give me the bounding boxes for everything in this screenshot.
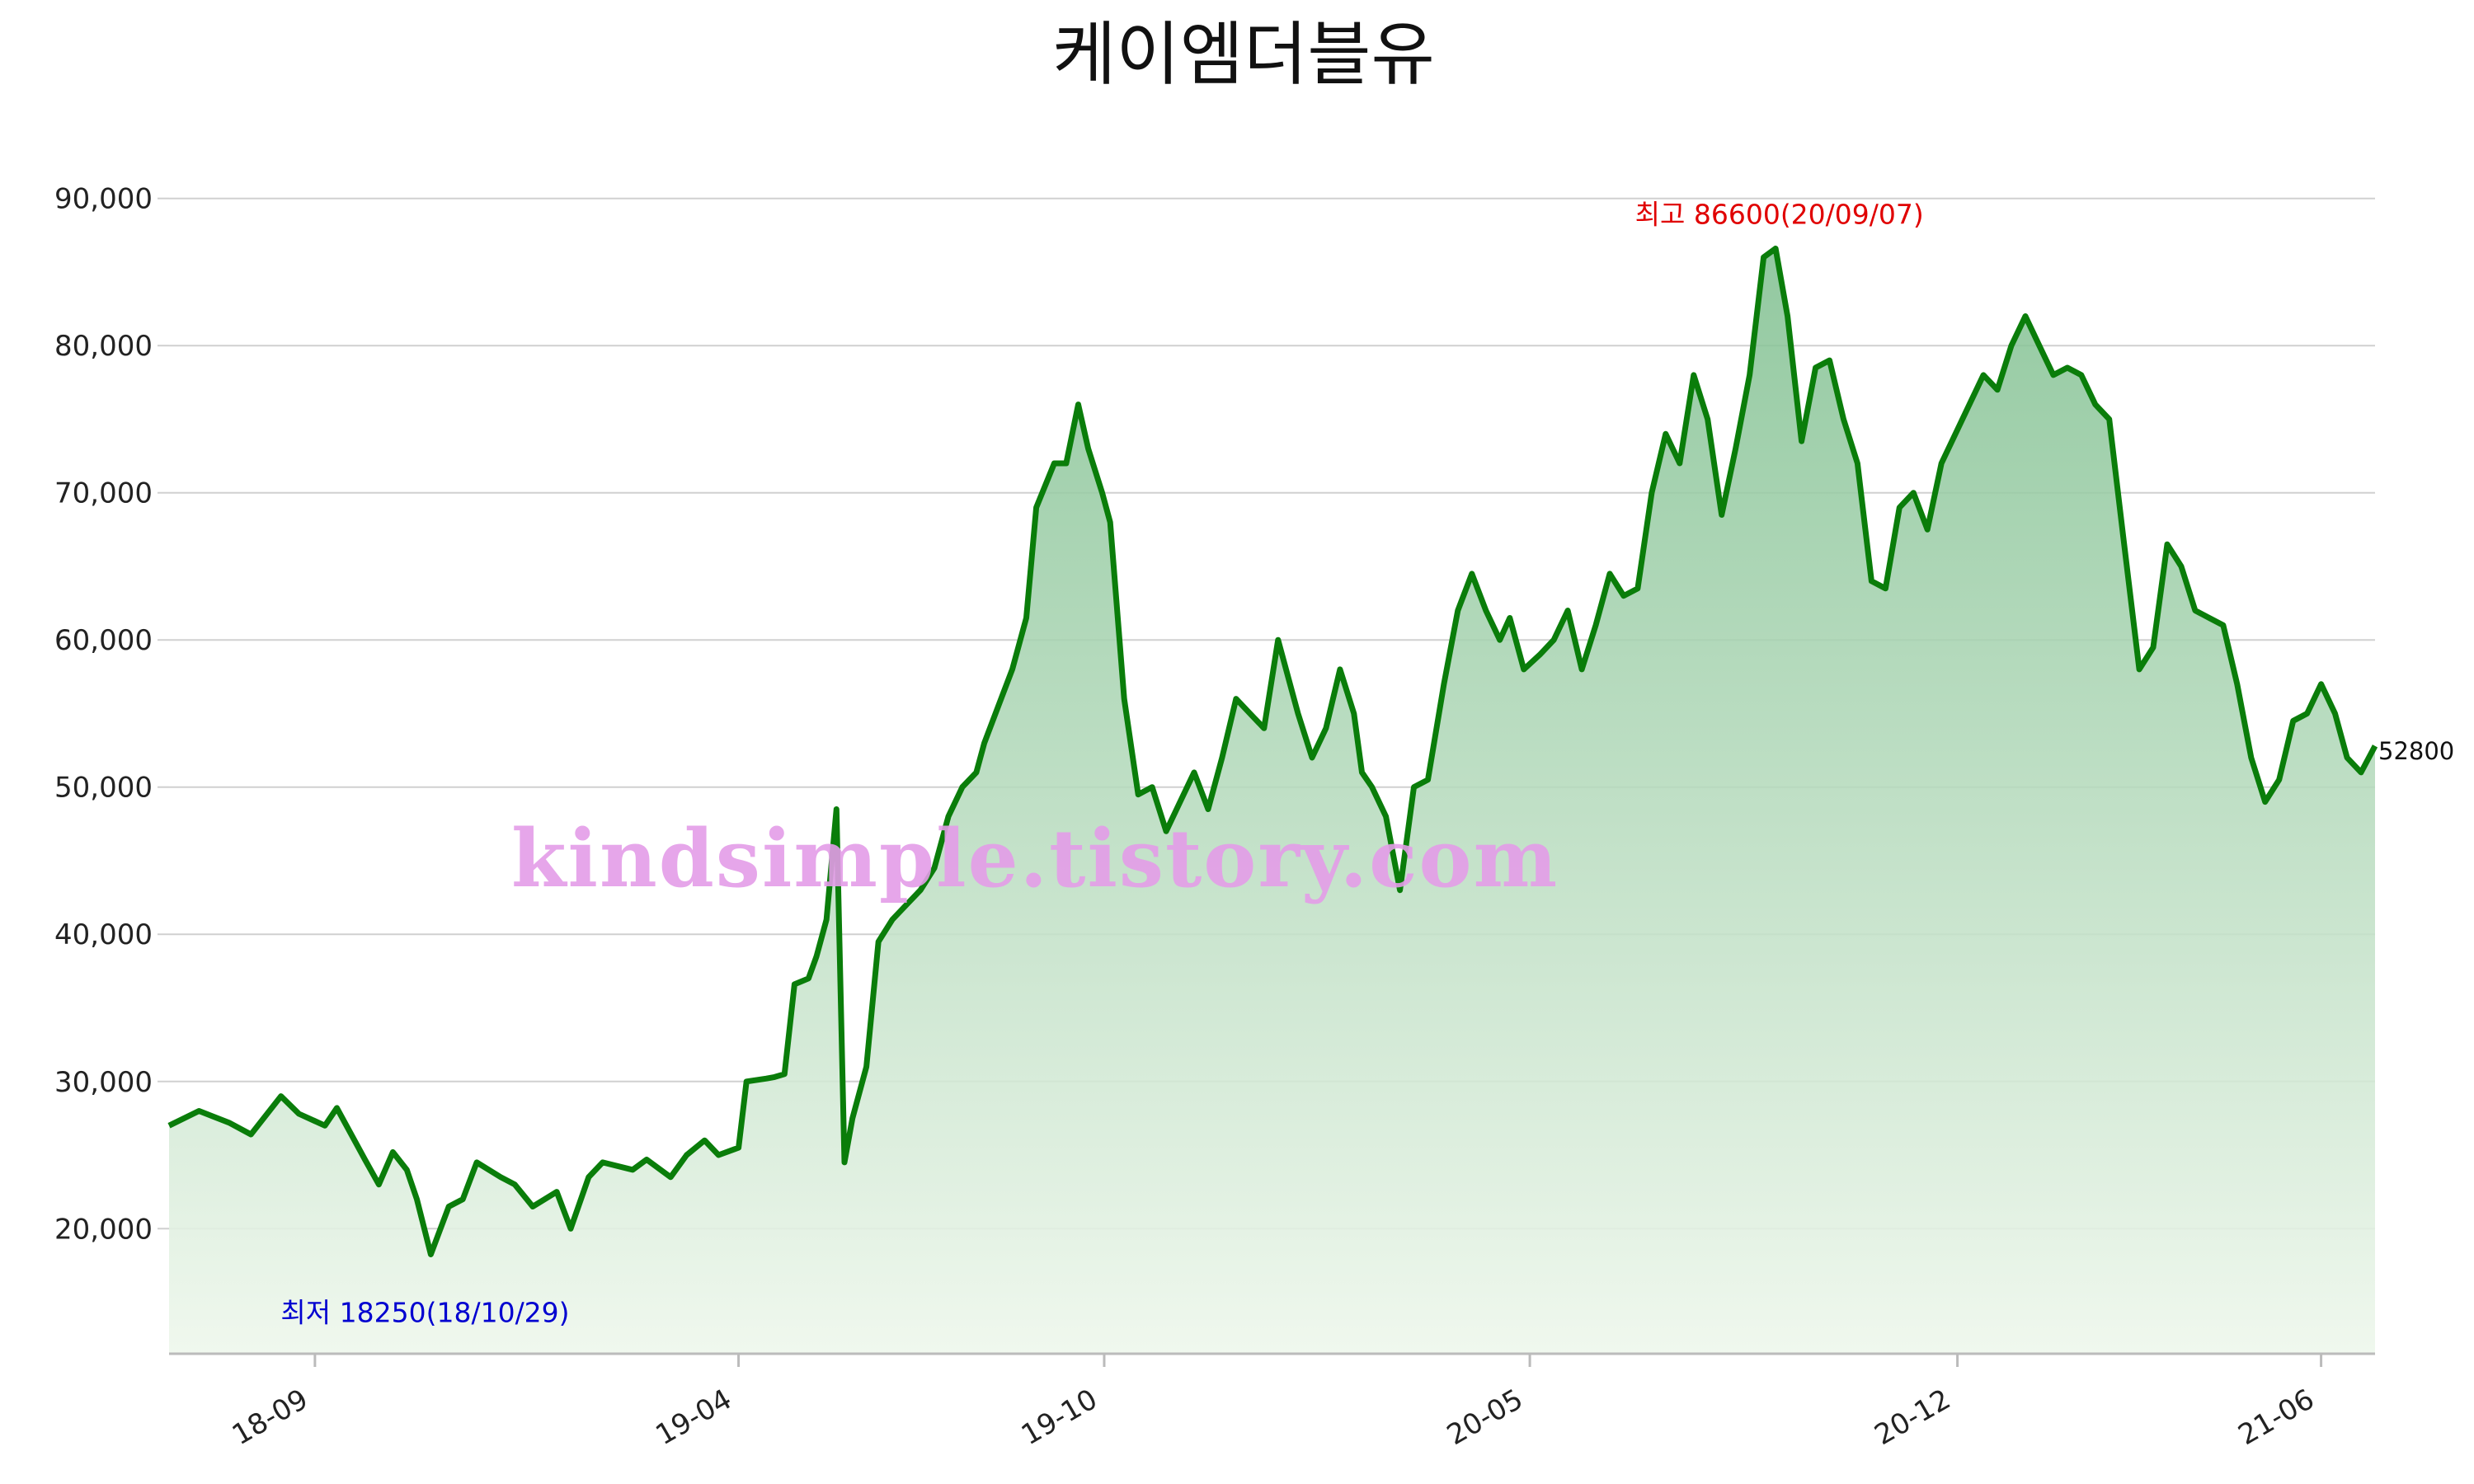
y-tick-label: 90,000 <box>54 183 153 216</box>
y-axis-ticks: 20,000 30,000 40,000 50,000 60,000 70,000 80,0… <box>54 183 169 1246</box>
price-area <box>167 245 2378 1354</box>
annotations: 최고 86600(20/09/07) 최저 18250(18/10/29) 52… <box>280 198 2454 1328</box>
x-tick-label: 19-10 <box>1016 1383 1103 1452</box>
low-annotation: 최저 18250(18/10/29) <box>280 1297 569 1329</box>
x-tick-label: 20-05 <box>1442 1383 1529 1452</box>
chart-title: 케이엠더블유 <box>1052 14 1435 95</box>
watermark: kindsimple.tistory.com <box>511 812 1559 905</box>
x-tick-label: 21-06 <box>2233 1383 2321 1452</box>
price-line <box>167 245 2378 1257</box>
y-tick-label: 60,000 <box>54 624 153 657</box>
x-axis: 18-09 19-04 19-10 20-05 20-12 21-06 <box>169 1352 2375 1452</box>
high-annotation: 최고 86600(20/09/07) <box>1635 198 1924 230</box>
y-tick-label: 40,000 <box>54 918 153 951</box>
y-tick-label: 30,000 <box>54 1066 153 1099</box>
y-tick-label: 20,000 <box>54 1213 153 1246</box>
x-tick-label: 18-09 <box>227 1383 314 1452</box>
y-tick-label: 70,000 <box>54 477 153 510</box>
y-tick-label: 80,000 <box>54 330 153 363</box>
x-tick-label: 20-12 <box>1870 1383 1957 1452</box>
last-price-label: 52800 <box>2378 737 2454 765</box>
x-tick-label: 19-04 <box>650 1383 737 1452</box>
y-tick-label: 50,000 <box>54 772 153 805</box>
price-area-fill <box>169 248 2375 1354</box>
